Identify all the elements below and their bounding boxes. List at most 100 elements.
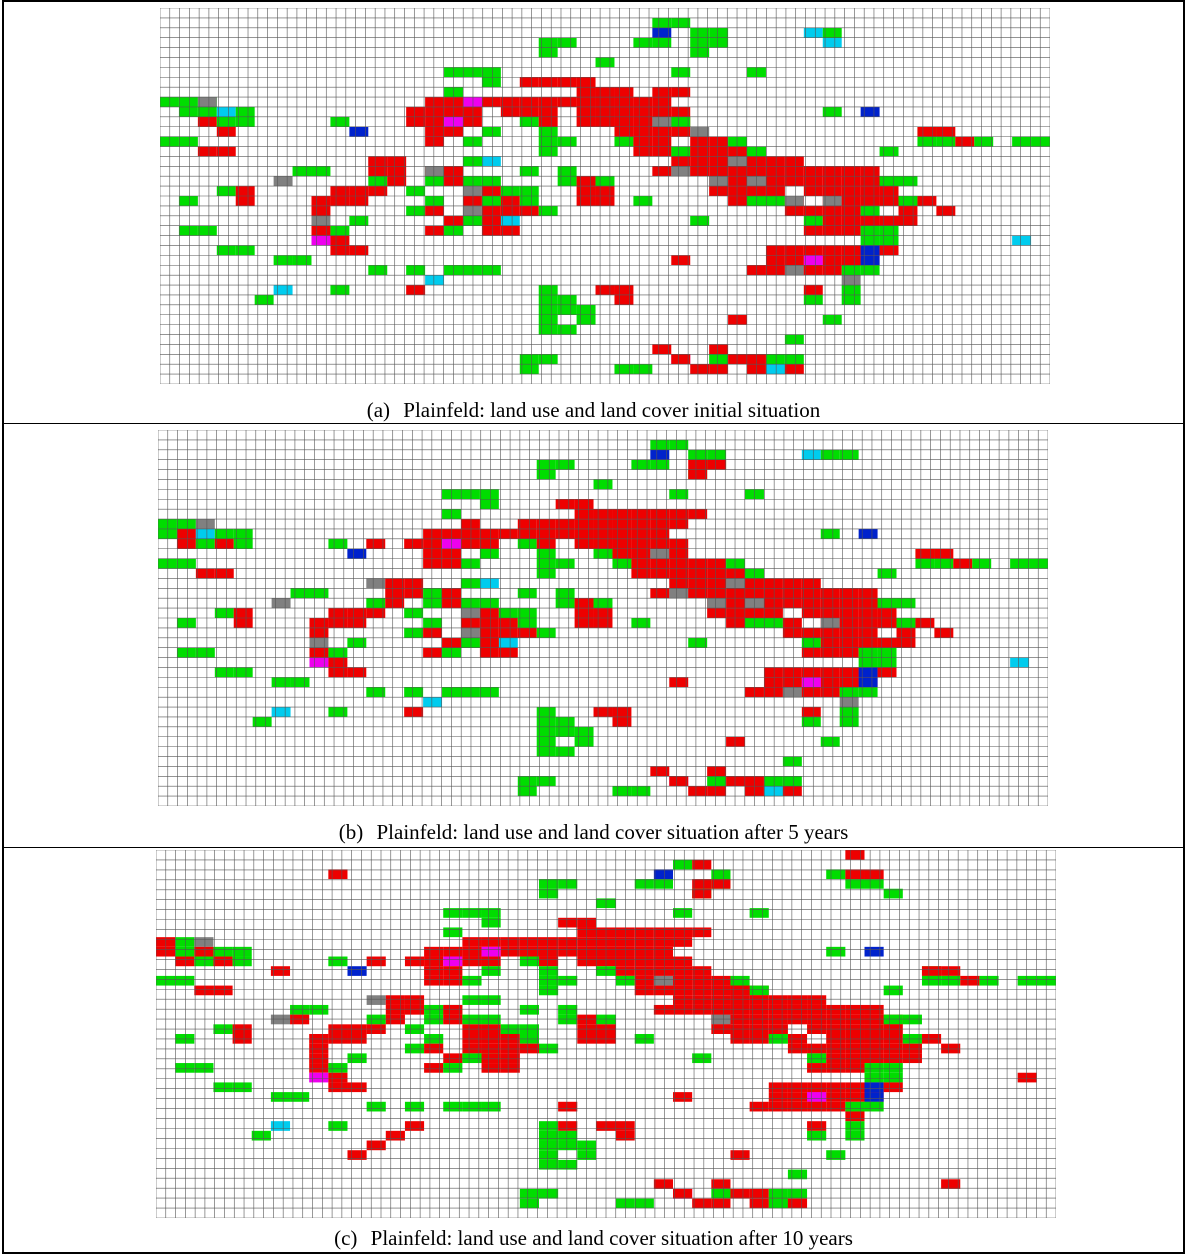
land-cell-r xyxy=(709,146,729,157)
land-cell-r xyxy=(290,1014,310,1025)
land-cell-g xyxy=(595,176,615,187)
land-cell-r xyxy=(726,736,746,747)
land-cell-r xyxy=(826,1014,846,1025)
land-cell-g xyxy=(883,1014,903,1025)
land-cell-g xyxy=(462,156,482,167)
land-cell-g xyxy=(555,746,575,757)
land-cell-g xyxy=(538,975,559,986)
land-cell-r xyxy=(841,166,861,177)
land-cell-g xyxy=(460,687,480,698)
land-cell-g xyxy=(557,294,577,305)
land-cell-r xyxy=(692,975,712,986)
land-cell-g xyxy=(517,538,537,549)
land-cell-r xyxy=(328,618,348,628)
land-cell-r xyxy=(749,1004,769,1015)
land-cell-r xyxy=(787,995,808,1005)
land-cell-r xyxy=(536,538,556,549)
land-cell-r xyxy=(479,647,499,658)
land-cell-g xyxy=(673,859,693,870)
land-cell-n xyxy=(195,519,215,529)
land-cell-g xyxy=(423,618,443,628)
land-cell-g xyxy=(557,136,577,147)
land-cell-g xyxy=(517,588,537,599)
land-cell-r xyxy=(425,136,445,147)
land-cell-r xyxy=(500,196,520,206)
land-cell-g xyxy=(330,285,350,295)
land-cell-n xyxy=(197,97,217,107)
land-cell-r xyxy=(860,166,880,177)
land-cell-r xyxy=(577,956,597,967)
land-cell-r xyxy=(728,176,748,187)
land-cell-g xyxy=(423,598,443,609)
land-cell-r xyxy=(309,1043,329,1054)
land-cell-g xyxy=(462,176,482,187)
land-cell-g xyxy=(634,1198,654,1209)
land-cell-r xyxy=(650,588,670,599)
caption-label-c: (c) xyxy=(334,1226,358,1250)
land-cell-r xyxy=(462,946,482,957)
land-cell-g xyxy=(366,1101,386,1112)
land-cell-r xyxy=(673,966,693,976)
land-cell-r xyxy=(822,166,842,177)
land-cell-g xyxy=(883,985,903,996)
land-cell-r xyxy=(860,176,880,187)
land-cell-g xyxy=(711,1188,731,1199)
land-cell-r xyxy=(652,106,672,117)
land-cell-r xyxy=(404,1004,425,1015)
land-cell-g xyxy=(633,37,653,48)
land-cell-r xyxy=(820,627,840,638)
land-cell-r xyxy=(782,598,802,609)
land-cell-r xyxy=(614,87,634,98)
land-cell-r xyxy=(864,1043,884,1054)
land-cell-r xyxy=(749,1014,769,1025)
land-cell-r xyxy=(782,627,802,638)
land-cell-c xyxy=(822,37,842,48)
land-cell-r xyxy=(653,1179,674,1189)
land-cell-r xyxy=(934,548,954,559)
land-cell-g xyxy=(807,1053,827,1064)
land-cell-r xyxy=(330,186,350,196)
land-cell-r xyxy=(807,1082,827,1093)
land-cell-r xyxy=(730,995,750,1005)
land-cell-r xyxy=(576,186,596,196)
land-cell-g xyxy=(214,667,234,678)
land-cell-r xyxy=(765,186,785,196)
land-cell-g xyxy=(538,354,558,365)
land-cell-r xyxy=(690,364,710,375)
land-cell-c xyxy=(195,528,215,539)
land-cell-r xyxy=(519,77,539,88)
land-cell-g xyxy=(368,176,388,187)
land-cell-r xyxy=(462,1043,482,1054)
land-cell-r xyxy=(1017,1072,1037,1083)
land-cell-r xyxy=(235,196,255,206)
land-cell-r xyxy=(845,1063,865,1073)
land-cell-r xyxy=(366,538,386,549)
land-cell-g xyxy=(158,558,177,569)
land-cell-r xyxy=(692,966,712,976)
land-cell-g xyxy=(462,995,482,1005)
land-cell-r xyxy=(612,509,632,520)
land-cell-r xyxy=(826,1101,846,1112)
land-cell-r xyxy=(826,1053,846,1064)
land-cell-r xyxy=(749,1188,769,1199)
land-cell-r xyxy=(631,548,651,559)
land-cell-r xyxy=(820,687,840,698)
land-cell-r xyxy=(595,186,615,196)
land-cell-r xyxy=(941,1179,961,1189)
land-cell-r xyxy=(176,538,196,549)
land-cell-g xyxy=(366,598,386,609)
land-cell-r xyxy=(820,677,840,688)
land-cell-r xyxy=(425,225,445,236)
land-cell-g xyxy=(634,879,654,889)
land-cell-r xyxy=(688,588,708,599)
land-cell-g xyxy=(784,334,804,345)
land-cell-g xyxy=(707,449,727,460)
land-cell-g xyxy=(555,588,575,599)
land-cell-r xyxy=(404,588,424,599)
land-cell-g xyxy=(462,1053,482,1064)
land-cell-r xyxy=(423,647,443,658)
land-cell-r xyxy=(462,106,482,117)
land-cell-r xyxy=(213,956,233,967)
land-cell-g xyxy=(864,1072,884,1083)
land-cell-r xyxy=(730,1004,750,1015)
